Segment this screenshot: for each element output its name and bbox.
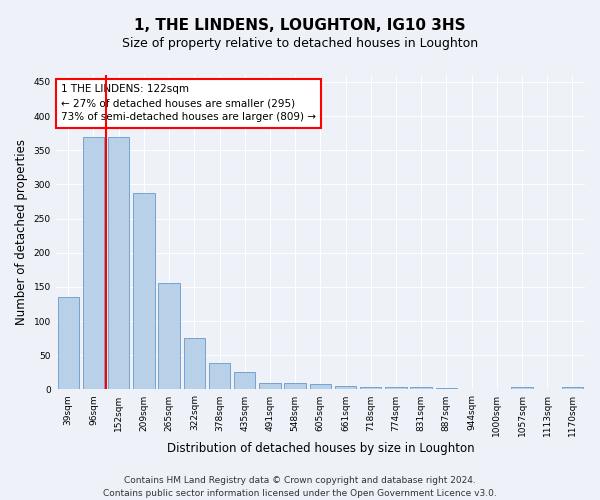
Bar bbox=[158, 284, 180, 390]
Bar bbox=[310, 384, 331, 390]
Bar bbox=[58, 297, 79, 390]
Y-axis label: Number of detached properties: Number of detached properties bbox=[15, 139, 28, 325]
Text: Contains HM Land Registry data © Crown copyright and database right 2024.
Contai: Contains HM Land Registry data © Crown c… bbox=[103, 476, 497, 498]
Bar bbox=[511, 386, 533, 390]
X-axis label: Distribution of detached houses by size in Loughton: Distribution of detached houses by size … bbox=[167, 442, 474, 455]
Text: 1, THE LINDENS, LOUGHTON, IG10 3HS: 1, THE LINDENS, LOUGHTON, IG10 3HS bbox=[134, 18, 466, 32]
Bar bbox=[410, 388, 432, 390]
Bar bbox=[562, 386, 583, 390]
Bar bbox=[184, 338, 205, 390]
Bar bbox=[385, 388, 407, 390]
Bar bbox=[234, 372, 256, 390]
Bar bbox=[209, 364, 230, 390]
Text: 1 THE LINDENS: 122sqm
← 27% of detached houses are smaller (295)
73% of semi-det: 1 THE LINDENS: 122sqm ← 27% of detached … bbox=[61, 84, 316, 122]
Text: Size of property relative to detached houses in Loughton: Size of property relative to detached ho… bbox=[122, 38, 478, 51]
Bar bbox=[284, 382, 306, 390]
Bar bbox=[360, 386, 382, 390]
Bar bbox=[83, 136, 104, 390]
Bar bbox=[133, 192, 155, 390]
Bar bbox=[335, 386, 356, 390]
Bar bbox=[436, 388, 457, 390]
Bar bbox=[108, 136, 130, 390]
Bar bbox=[259, 382, 281, 390]
